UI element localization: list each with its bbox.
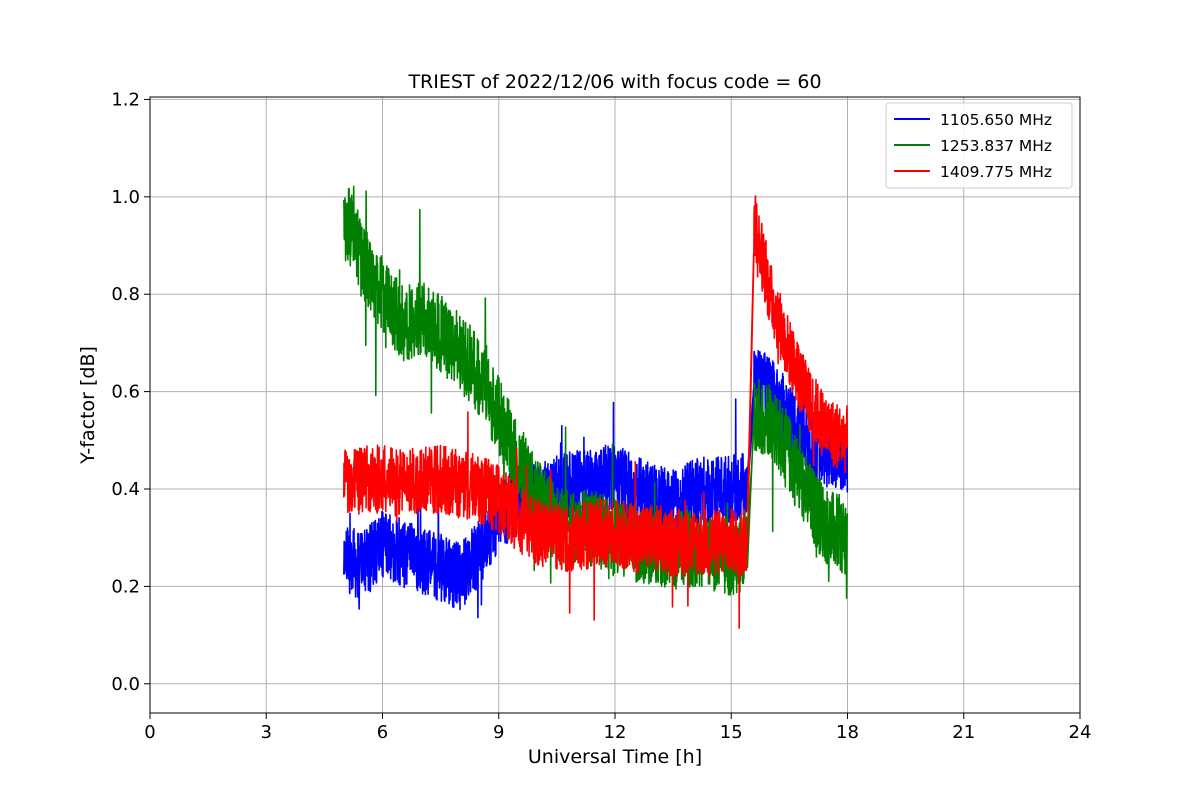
x-tick-label: 0 [144, 722, 155, 743]
series-line [343, 195, 849, 629]
legend: 1105.650 MHz 1253.837 MHz 1409.775 MHz [885, 102, 1073, 189]
ticks: 0 3 6 9 12 15 18 21 24 0.0 0.2 0.4 0.6 0.8 1.0 1.2 [111, 89, 1091, 743]
x-tick-label: 6 [377, 722, 388, 743]
x-tick-label: 21 [952, 722, 975, 743]
series-layer [343, 185, 849, 629]
y-tick-label: 0.4 [111, 479, 140, 500]
legend-label: 1409.775 MHz [940, 163, 1052, 181]
y-tick-label: 0.8 [111, 284, 140, 305]
chart-title: TRIEST of 2022/12/06 with focus code = 6… [407, 71, 821, 93]
x-tick-label: 18 [836, 722, 859, 743]
y-tick-label: 1.2 [111, 89, 140, 110]
legend-box [885, 102, 1073, 189]
y-tick-label: 1.0 [111, 187, 140, 208]
x-axis-label: Universal Time [h] [528, 746, 702, 768]
x-tick-label: 3 [261, 722, 272, 743]
x-tick-label: 12 [604, 722, 627, 743]
legend-items: 1105.650 MHz 1253.837 MHz 1409.775 MHz [894, 111, 1052, 181]
y-tick-label: 0.6 [111, 382, 140, 403]
y-tick-label: 0.2 [111, 576, 140, 597]
y-tick-label: 0.0 [111, 674, 140, 695]
x-tick-label: 9 [493, 722, 504, 743]
legend-label: 1105.650 MHz [940, 111, 1052, 129]
x-tick-label: 15 [720, 722, 743, 743]
x-tick-label: 24 [1069, 722, 1092, 743]
legend-label: 1253.837 MHz [940, 137, 1052, 155]
y-axis-label: Y-factor [dB] [77, 346, 99, 465]
